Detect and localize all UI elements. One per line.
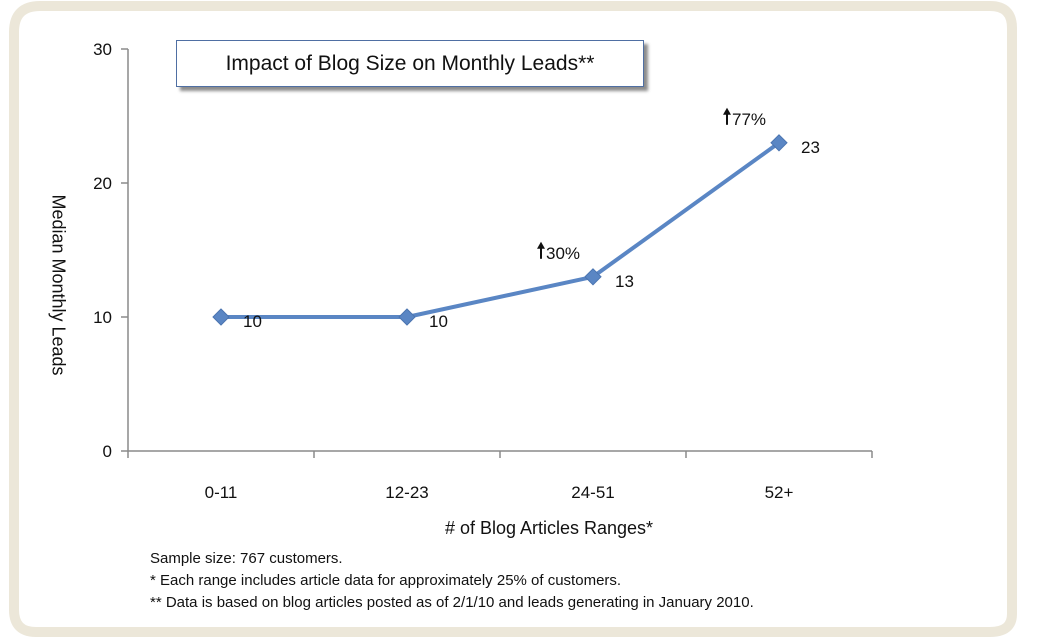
up-arrow-head xyxy=(723,107,731,115)
y-tick-label: 30 xyxy=(93,40,112,59)
y-tick-label: 10 xyxy=(93,308,112,327)
data-point-marker xyxy=(770,134,788,152)
x-axis-title: # of Blog Articles Ranges* xyxy=(444,518,654,538)
growth-annotation: 77% xyxy=(723,107,766,129)
y-tick-label: 0 xyxy=(103,442,112,461)
data-label: 10 xyxy=(429,312,448,331)
up-arrow-head xyxy=(537,241,545,249)
footnote-sample-size: Sample size: 767 customers. xyxy=(150,550,343,567)
series-line xyxy=(221,141,781,319)
footnote-data-date: ** Data is based on blog articles posted… xyxy=(150,594,754,611)
plot-marks: 10 10 13 23 30% 77% xyxy=(212,107,820,331)
y-tick-label: 20 xyxy=(93,174,112,193)
up-arrow-icon xyxy=(723,107,731,125)
x-tick-label: 52+ xyxy=(765,483,794,502)
axes: 0 10 20 30 0-11 12-23 24-51 52+ xyxy=(93,40,873,502)
data-label: 13 xyxy=(615,272,634,291)
footnotes: Sample size: 767 customers. * Each range… xyxy=(150,548,754,614)
up-arrow-icon xyxy=(537,241,545,259)
data-point-marker xyxy=(398,308,416,326)
x-tick-label: 24-51 xyxy=(571,483,614,502)
growth-label: 77% xyxy=(732,110,766,129)
footnote-range: * Each range includes article data for a… xyxy=(150,572,622,589)
data-point-marker xyxy=(584,268,602,286)
x-tick-label: 12-23 xyxy=(385,483,428,502)
growth-label: 30% xyxy=(546,244,580,263)
data-label: 23 xyxy=(801,138,820,157)
chart-title: Impact of Blog Size on Monthly Leads** xyxy=(176,40,644,87)
data-point-marker xyxy=(212,308,230,326)
growth-annotation: 30% xyxy=(537,241,580,263)
x-tick-label: 0-11 xyxy=(205,483,238,502)
frame-border xyxy=(9,1,1017,637)
data-label: 10 xyxy=(243,312,262,331)
y-axis-title: Median Monthly Leads xyxy=(48,194,69,376)
